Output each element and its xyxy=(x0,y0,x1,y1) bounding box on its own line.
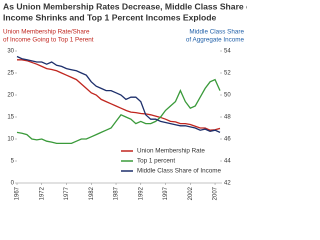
y2-axis-label: of Aggregate Income xyxy=(186,37,245,44)
y-tick-label: 20 xyxy=(7,93,14,99)
series-line xyxy=(16,78,221,145)
x-tick-label: 1982 xyxy=(89,186,95,200)
y-axis-label: Union Membership Rate/Share xyxy=(3,29,90,36)
x-tick-label: 2002 xyxy=(188,186,194,200)
x-tick-label: 1987 xyxy=(114,186,120,200)
legend-label: Top 1 percent xyxy=(137,158,175,165)
y-tick-label: 0 xyxy=(11,181,15,187)
x-tick-label: 1967 xyxy=(15,186,21,200)
y2-axis-label: Middle Class Share xyxy=(189,29,244,36)
y2-tick-label: 46 xyxy=(224,137,231,143)
x-tick-label: 1992 xyxy=(138,186,144,200)
y2-tick-label: 52 xyxy=(224,71,231,77)
chart: As Union Membership Rates Decrease, Midd… xyxy=(3,1,247,200)
legend-label: Union Membership Rate xyxy=(137,148,205,155)
y-tick-label: 15 xyxy=(7,115,14,121)
series-line xyxy=(16,55,221,133)
y-axis-label: of Income Going to Top 1 Perent xyxy=(3,37,94,44)
y2-tick-label: 54 xyxy=(224,49,231,55)
legend-label: Middle Class Share of Income xyxy=(137,168,221,175)
y2-tick-label: 42 xyxy=(224,181,231,187)
y-tick-label: 5 xyxy=(11,159,15,165)
x-tick-label: 1977 xyxy=(64,186,70,200)
x-tick-label: 1997 xyxy=(163,186,169,200)
y2-tick-label: 44 xyxy=(224,159,231,165)
y-tick-label: 25 xyxy=(7,71,14,77)
x-tick-label: 1972 xyxy=(39,186,45,200)
chart-title: As Union Membership Rates Decrease, Midd… xyxy=(3,1,247,11)
x-tick-label: 2007 xyxy=(213,186,219,200)
series-line xyxy=(17,59,221,131)
y-tick-label: 30 xyxy=(7,49,14,55)
chart-title: Income Shrinks and Top 1 Percent Incomes… xyxy=(3,12,217,22)
y-tick-label: 10 xyxy=(7,137,14,143)
y2-tick-label: 50 xyxy=(224,93,231,99)
y2-tick-label: 48 xyxy=(224,115,231,121)
